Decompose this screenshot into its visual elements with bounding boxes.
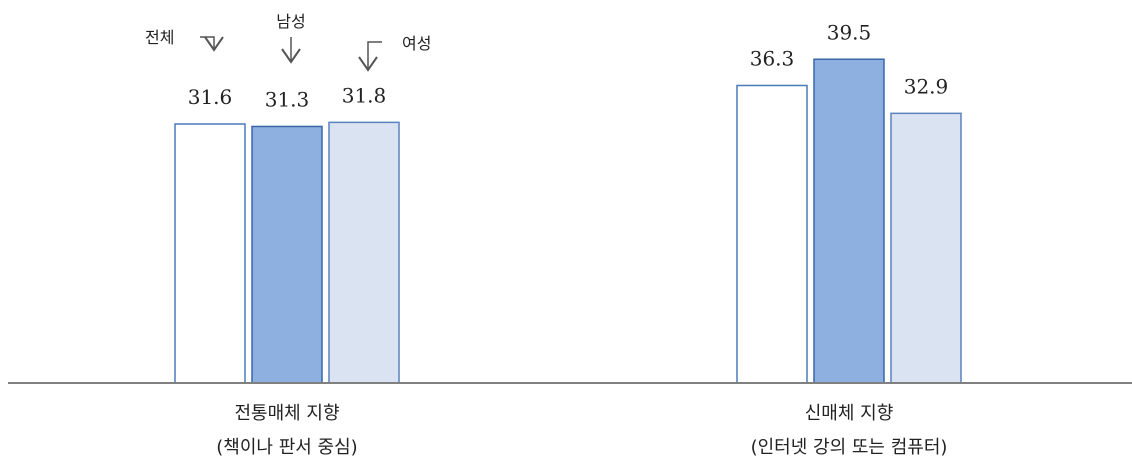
value-label-1-1: 31.6	[188, 85, 233, 109]
bar-1-2	[251, 125, 323, 384]
category-label-layer: 전통매체 지향 (책이나 판서 중심) 신매체 지향 (인터넷 강의 또는 컴퓨터)	[216, 403, 947, 458]
series-label-1: 전체	[145, 28, 174, 47]
series-arrowhead-1	[204, 36, 224, 52]
category-label-2-line-1: 신매체 지향	[805, 403, 894, 424]
bar-2-2	[813, 58, 885, 384]
bar-2-3	[890, 112, 962, 384]
series-arrowhead-2	[281, 48, 301, 64]
category-label-2-line-2: (인터넷 강의 또는 컴퓨터)	[751, 437, 948, 458]
bar-layer	[174, 58, 962, 384]
bar-1-1	[174, 123, 246, 384]
category-label-1-line-2: (책이나 판서 중심)	[216, 437, 357, 458]
value-label-2-1: 36.3	[750, 46, 795, 70]
value-label-2-3: 32.9	[904, 74, 949, 98]
series-label-2: 남성	[276, 12, 305, 31]
value-label-layer: 31.6 31.3 31.8 36.3 39.5 32.9	[188, 20, 949, 111]
bar-1-3	[328, 121, 400, 384]
category-label-1-line-1: 전통매체 지향	[234, 403, 339, 424]
series-arrow-1	[200, 36, 215, 50]
value-label-1-2: 31.3	[265, 87, 310, 111]
bar-2-1	[736, 84, 808, 384]
value-label-2-2: 39.5	[827, 20, 872, 44]
series-arrowhead-3	[358, 56, 378, 72]
value-label-1-3: 31.8	[342, 83, 387, 107]
series-label-3: 여성	[402, 34, 431, 53]
series-arrow-3	[367, 41, 382, 70]
